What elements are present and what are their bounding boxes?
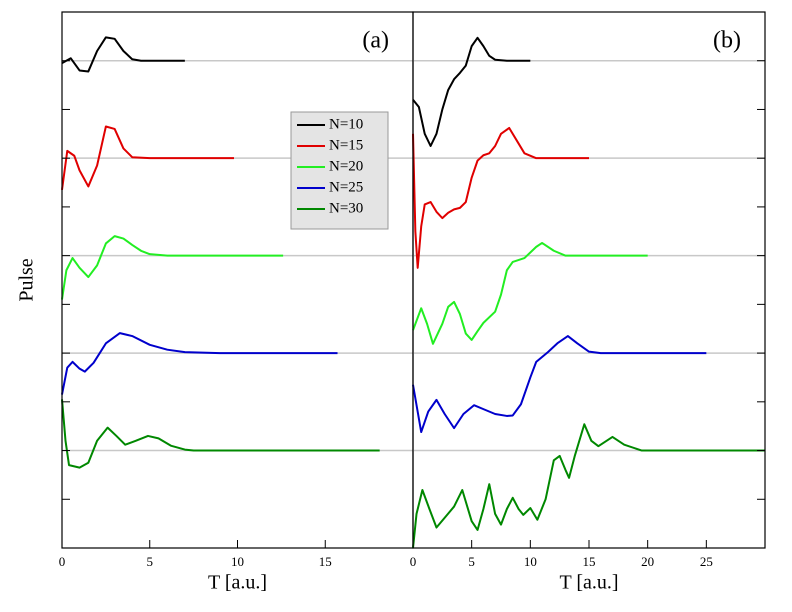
legend-label: N=15	[329, 137, 363, 153]
x-axis-label: T [a.u.]	[559, 572, 618, 594]
x-tick-label: 5	[468, 554, 475, 569]
panel-annotation: (a)	[362, 28, 389, 54]
y-axis-label: Pulse	[16, 258, 38, 301]
series-line	[412, 241, 648, 345]
series-line	[412, 423, 765, 549]
legend-label: N=30	[329, 200, 363, 216]
x-tick-label: 10	[231, 554, 244, 569]
x-tick-label: 25	[700, 554, 713, 569]
x-tick-label: 0	[59, 554, 66, 569]
legend-label: N=25	[329, 179, 363, 195]
series-line	[412, 335, 707, 434]
x-tick-label: 5	[147, 554, 154, 569]
legend-label: N=20	[329, 158, 363, 174]
series-line	[61, 36, 185, 73]
x-tick-label: 15	[583, 554, 596, 569]
legend-label: N=10	[329, 116, 363, 132]
series-line	[412, 126, 589, 269]
series-line	[61, 125, 234, 190]
x-axis-label: T [a.u.]	[208, 572, 267, 594]
x-tick-label: 20	[641, 554, 654, 569]
x-tick-label: 10	[524, 554, 537, 569]
series-line	[412, 36, 531, 147]
panel-annotation: (b)	[713, 28, 741, 54]
x-tick-label: 0	[410, 554, 417, 569]
x-tick-label: 15	[319, 554, 332, 569]
series-line	[61, 399, 380, 469]
series-line	[61, 235, 284, 300]
series-line	[61, 332, 338, 395]
